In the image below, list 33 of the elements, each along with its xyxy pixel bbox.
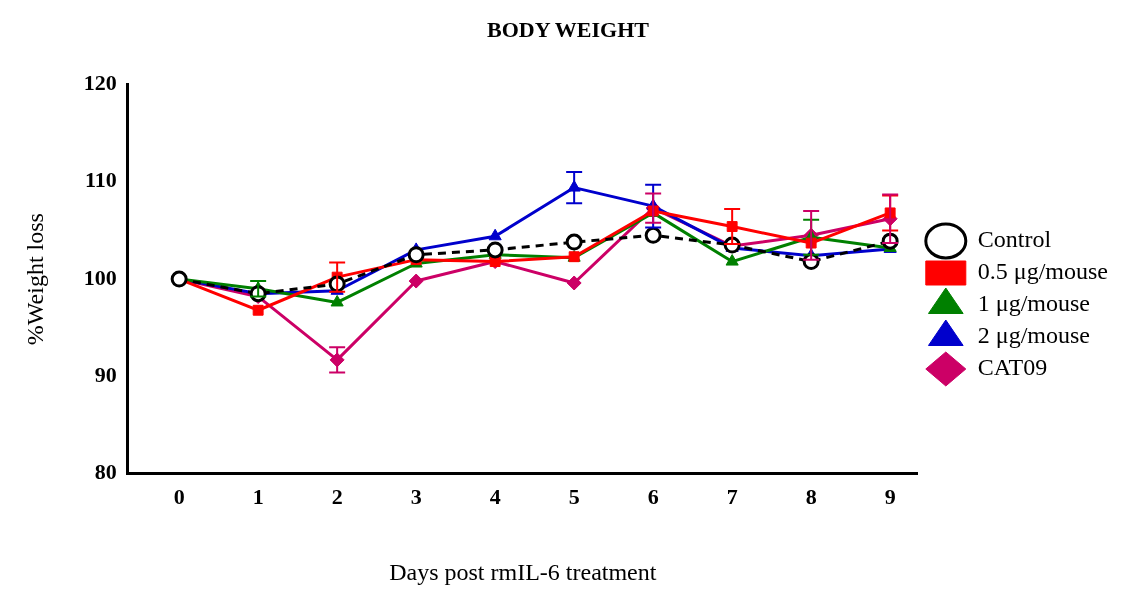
x-tick-label: 2 — [331, 483, 343, 509]
x-tick-label: 3 — [410, 483, 422, 509]
y-tick-label: 100 — [83, 264, 117, 290]
point — [407, 246, 425, 264]
legend-label: Control — [977, 226, 1052, 253]
legend-label: 0.5 μg/mouse — [977, 258, 1109, 285]
chart-title: BODY WEIGHT — [487, 16, 650, 42]
x-tick-label: 8 — [805, 483, 817, 509]
point — [488, 228, 502, 241]
point — [486, 241, 504, 259]
x-tick-label: 6 — [647, 483, 659, 509]
x-tick-label: 9 — [884, 483, 896, 509]
y-tick-label: 80 — [94, 459, 117, 485]
y-axis-title: %Weight loss — [21, 213, 48, 346]
x-tick-label: 4 — [489, 483, 501, 509]
x-axis-title: Days post rmIL-6 treatment — [389, 558, 657, 585]
legend-label: 1 μg/mouse — [977, 290, 1091, 317]
point — [330, 294, 344, 307]
y-tick-label: 110 — [85, 167, 117, 193]
x-tick-label: 1 — [252, 483, 264, 509]
legend-label: CAT09 — [977, 354, 1048, 381]
point — [725, 254, 739, 266]
point — [566, 275, 582, 291]
point — [408, 273, 424, 289]
point — [252, 304, 264, 316]
x-tick-label: 7 — [726, 483, 738, 509]
y-tick-label: 90 — [94, 362, 117, 388]
x-tick-label: 5 — [568, 483, 580, 509]
y-tick-label: 120 — [83, 70, 117, 96]
point — [644, 226, 662, 244]
x-tick-label: 0 — [173, 483, 185, 509]
legend-label: 2 μg/mouse — [977, 322, 1091, 349]
point — [565, 233, 583, 251]
